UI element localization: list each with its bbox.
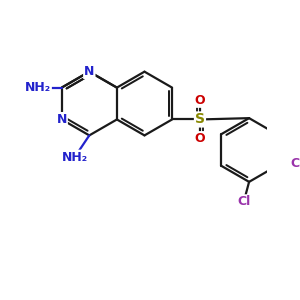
Text: NH₂: NH₂ — [25, 81, 51, 94]
Text: NH₂: NH₂ — [61, 151, 88, 164]
Text: N: N — [56, 113, 67, 126]
Text: Cl: Cl — [290, 157, 300, 170]
Text: N: N — [84, 65, 94, 78]
Text: S: S — [195, 112, 205, 127]
Text: Cl: Cl — [237, 195, 250, 208]
Text: O: O — [195, 132, 205, 145]
Text: O: O — [195, 94, 205, 107]
